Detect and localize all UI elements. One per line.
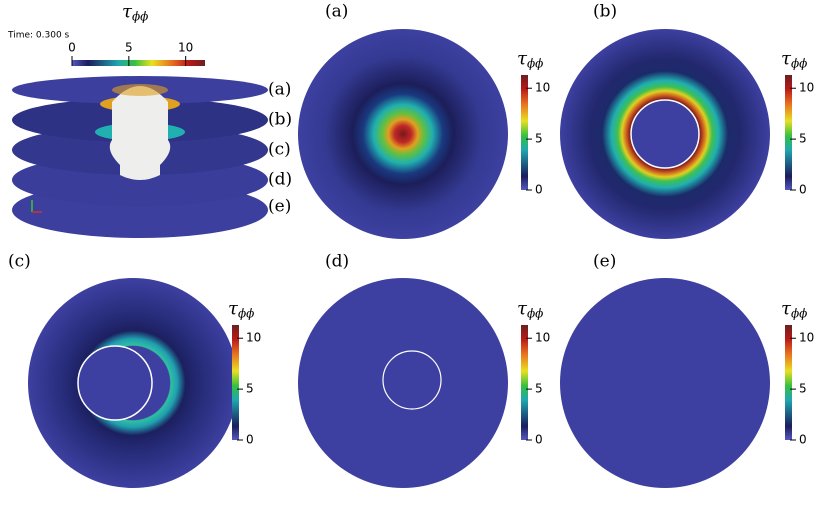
colorbar <box>521 75 528 190</box>
colorbar-symbol: τ <box>517 48 528 69</box>
colorbar-subscript: ϕϕ <box>791 307 807 321</box>
disk-b <box>560 29 770 239</box>
inner-boundary <box>382 350 442 410</box>
inner-boundary <box>77 345 153 421</box>
time-label: Time: 0.300 s <box>7 31 70 41</box>
colorbar-tick-label: 0 <box>799 433 807 447</box>
colorbar-subscript: ϕϕ <box>132 10 148 24</box>
slice-label: (e) <box>268 197 291 217</box>
colorbar-tick-label: 5 <box>535 382 543 396</box>
colorbar <box>232 325 239 440</box>
slice-label: (d) <box>268 170 292 190</box>
slice-label: (a) <box>268 80 291 100</box>
colorbar-symbol: τ <box>122 1 133 22</box>
colorbar <box>521 325 528 440</box>
colorbar-tick-label: 5 <box>535 132 543 146</box>
colorbar-tick-label: 5 <box>799 382 807 396</box>
colorbar-subscript: ϕϕ <box>527 57 543 71</box>
colorbar-tick-label: 10 <box>246 331 261 345</box>
panel-label: (e) <box>593 252 616 272</box>
colorbar-tick-label: 5 <box>799 132 807 146</box>
colorbar-tick-label: 0 <box>535 433 543 447</box>
colorbar <box>785 75 792 190</box>
colorbar-tick-label: 0 <box>535 183 543 197</box>
colorbar-tick-label: 0 <box>799 183 807 197</box>
colorbar-tick-label: 5 <box>125 41 133 55</box>
colorbar <box>72 60 205 66</box>
colorbar-tick-label: 10 <box>178 41 193 55</box>
colorbar-tick-label: 10 <box>535 81 550 95</box>
colorbar-symbol: τ <box>228 298 239 319</box>
colorbar-symbol: τ <box>781 48 792 69</box>
colorbar <box>785 325 792 440</box>
slice-label: (c) <box>268 140 291 160</box>
colorbar-symbol: τ <box>517 298 528 319</box>
disk-d <box>298 278 508 488</box>
colorbar-tick-label: 10 <box>799 331 814 345</box>
panel-label: (d) <box>325 252 349 272</box>
panel-label: (c) <box>8 252 31 272</box>
colorbar-subscript: ϕϕ <box>238 307 254 321</box>
colorbar-tick-label: 10 <box>535 331 550 345</box>
overview-stack <box>12 76 268 238</box>
colorbar-tick-label: 5 <box>246 382 254 396</box>
inner-boundary <box>630 99 700 169</box>
colorbar-symbol: τ <box>781 298 792 319</box>
colorbar-subscript: ϕϕ <box>527 307 543 321</box>
colorbar-tick-label: 10 <box>799 81 814 95</box>
disk-e <box>560 278 770 488</box>
panel-label: (a) <box>325 2 348 22</box>
slice-label: (b) <box>268 110 292 130</box>
colorbar-subscript: ϕϕ <box>791 57 807 71</box>
disk-a <box>298 29 508 239</box>
panel-label: (b) <box>593 2 617 22</box>
colorbar-tick-label: 0 <box>246 433 254 447</box>
colorbar-tick-label: 0 <box>68 41 76 55</box>
